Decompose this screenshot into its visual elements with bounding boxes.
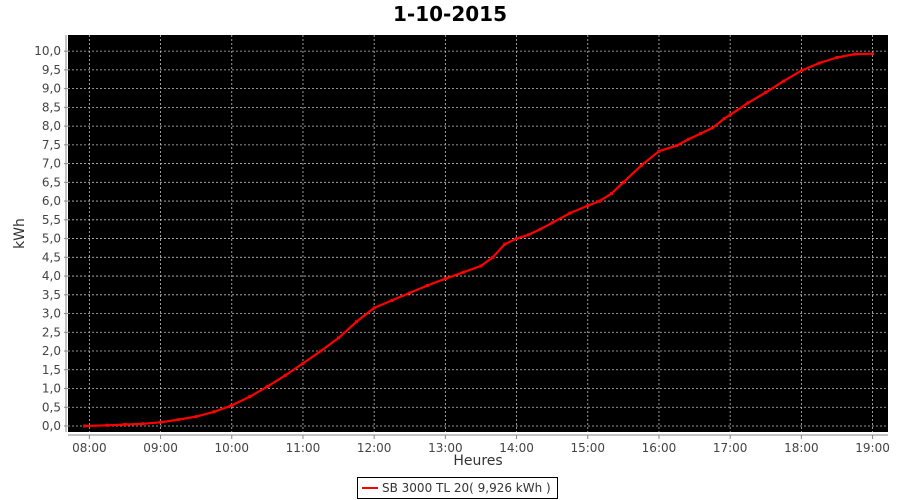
data-point xyxy=(159,420,163,424)
x-tick-label: 15:00 xyxy=(570,441,605,455)
data-point xyxy=(390,298,394,302)
y-tick-label: 5,5 xyxy=(42,213,61,227)
y-tick-label: 1,0 xyxy=(42,382,61,396)
data-point xyxy=(722,117,726,121)
data-point xyxy=(461,270,465,274)
data-point xyxy=(319,349,323,353)
x-tick-label: 18:00 xyxy=(784,441,819,455)
data-point xyxy=(372,306,376,310)
data-point xyxy=(538,227,542,231)
data-point xyxy=(782,79,786,83)
y-tick-label: 0,5 xyxy=(42,400,61,414)
chart-title: 1-10-2015 xyxy=(392,2,507,26)
y-tick-label: 6,0 xyxy=(42,194,61,208)
data-point xyxy=(248,395,252,399)
y-tick-label: 6,5 xyxy=(42,175,61,189)
y-tick-label: 0,0 xyxy=(42,419,61,433)
data-point xyxy=(657,149,661,153)
y-tick-label: 1,5 xyxy=(42,363,61,377)
data-point xyxy=(675,144,679,148)
y-tick-label: 9,5 xyxy=(42,63,61,77)
data-point xyxy=(491,255,495,259)
x-axis-label: Heures xyxy=(453,453,502,469)
data-point xyxy=(728,113,732,117)
data-point xyxy=(105,423,109,427)
legend: SB 3000 TL 20( 9,926 kWh ) xyxy=(357,477,558,499)
y-tick-label: 9,0 xyxy=(42,82,61,96)
y-tick-label: 5,0 xyxy=(42,232,61,246)
y-tick-label: 8,5 xyxy=(42,100,61,114)
data-point xyxy=(621,180,625,184)
data-point xyxy=(337,336,341,340)
data-point xyxy=(265,385,269,389)
x-tick-label: 08:00 xyxy=(72,441,107,455)
data-point xyxy=(853,52,857,56)
data-point xyxy=(503,242,507,246)
y-axis-label: kWh xyxy=(12,218,28,249)
data-point xyxy=(639,163,643,167)
data-point xyxy=(817,61,821,65)
legend-swatch xyxy=(362,487,378,489)
data-point xyxy=(194,415,198,419)
data-point xyxy=(212,410,216,414)
plot-area xyxy=(68,35,888,432)
x-tick-label: 10:00 xyxy=(214,441,249,455)
data-point xyxy=(354,320,358,324)
data-point xyxy=(871,52,875,56)
x-tick-label: 14:00 xyxy=(499,441,534,455)
y-tick-label: 4,0 xyxy=(42,269,61,283)
y-tick-label: 8,0 xyxy=(42,119,61,133)
data-point xyxy=(764,90,768,94)
x-tick-label: 12:00 xyxy=(357,441,392,455)
data-point xyxy=(123,423,127,427)
data-point xyxy=(799,69,803,73)
data-point xyxy=(426,283,430,287)
data-point xyxy=(176,418,180,422)
x-tick-label: 16:00 xyxy=(642,441,677,455)
y-tick-label: 2,0 xyxy=(42,344,61,358)
x-tick-label: 19:00 xyxy=(855,441,890,455)
data-point xyxy=(610,192,614,196)
data-point xyxy=(479,264,483,268)
data-point xyxy=(586,204,590,208)
data-point xyxy=(443,277,447,281)
y-tick-label: 3,0 xyxy=(42,307,61,321)
data-point xyxy=(598,199,602,203)
y-tick-label: 7,5 xyxy=(42,138,61,152)
data-point xyxy=(515,237,519,241)
data-point xyxy=(687,137,691,141)
data-point xyxy=(408,291,412,295)
y-tick-label: 4,5 xyxy=(42,250,61,264)
data-point xyxy=(141,422,145,426)
data-point xyxy=(526,233,530,237)
data-point xyxy=(83,424,87,428)
x-tick-label: 11:00 xyxy=(286,441,321,455)
data-point xyxy=(835,55,839,59)
x-tick-label: 13:00 xyxy=(428,441,463,455)
y-tick-label: 2,5 xyxy=(42,325,61,339)
data-point xyxy=(283,373,287,377)
legend-label: SB 3000 TL 20( 9,926 kWh ) xyxy=(382,481,551,495)
y-tick-label: 3,5 xyxy=(42,288,61,302)
x-tick-label: 17:00 xyxy=(713,441,748,455)
data-point xyxy=(746,101,750,105)
data-point xyxy=(301,361,305,365)
data-point xyxy=(699,132,703,136)
y-tick-label: 7,0 xyxy=(42,157,61,171)
y-tick-label: 10,0 xyxy=(34,44,61,58)
data-point xyxy=(550,221,554,225)
x-tick-label: 09:00 xyxy=(143,441,178,455)
data-point xyxy=(710,126,714,130)
data-point xyxy=(230,403,234,407)
data-point xyxy=(568,211,572,215)
